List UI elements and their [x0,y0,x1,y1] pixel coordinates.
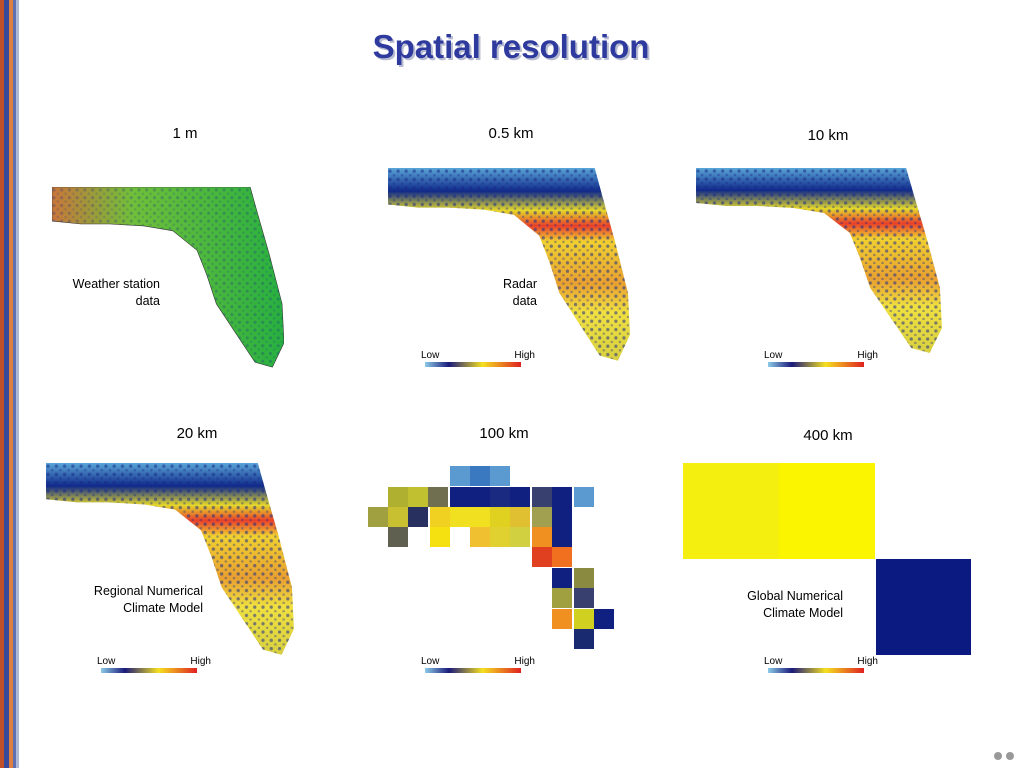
slide-title: Spatial resolution [373,28,650,65]
panel-label: 400 km [803,427,852,444]
legend-bar [768,668,864,673]
legend-high: High [857,656,878,667]
legend-high: High [514,350,535,361]
legend-bar [425,668,521,673]
legend-low: Low [764,350,783,361]
nav-next[interactable] [1006,752,1014,760]
panel-label: 100 km [479,425,528,442]
panel-caption: Regional Numerical [94,584,203,598]
legend-low: Low [421,350,440,361]
map-0.5km [388,168,630,361]
legend-low: Low [764,656,783,667]
left-border [0,0,19,768]
map-10km [696,168,942,353]
panel-caption: Weather station [73,277,160,291]
panel-caption: Climate Model [763,606,843,620]
legend-high: High [857,350,878,361]
nav-prev[interactable] [994,752,1002,760]
legend-bar [425,362,521,367]
map-400km [683,463,971,655]
panel-label: 0.5 km [488,125,533,142]
panel-caption: Global Numerical [747,589,843,603]
nav-icons[interactable] [994,752,1014,760]
panel-label: 1 m [172,125,197,142]
panel-caption: Climate Model [123,601,203,615]
map-20km [46,463,294,655]
panel-caption: data [513,294,537,308]
legend-high: High [514,656,535,667]
title-shadow: Spatial resolution [375,30,652,67]
panel-label: 10 km [808,127,849,144]
panel-label: 20 km [177,425,218,442]
map-100km [368,466,614,649]
panel-caption: Radar [503,277,537,291]
legend-low: Low [421,656,440,667]
panel-caption: data [136,294,160,308]
legend-high: High [190,656,211,667]
legend-bar [768,362,864,367]
legend-bar [101,668,197,673]
legend-low: Low [97,656,116,667]
